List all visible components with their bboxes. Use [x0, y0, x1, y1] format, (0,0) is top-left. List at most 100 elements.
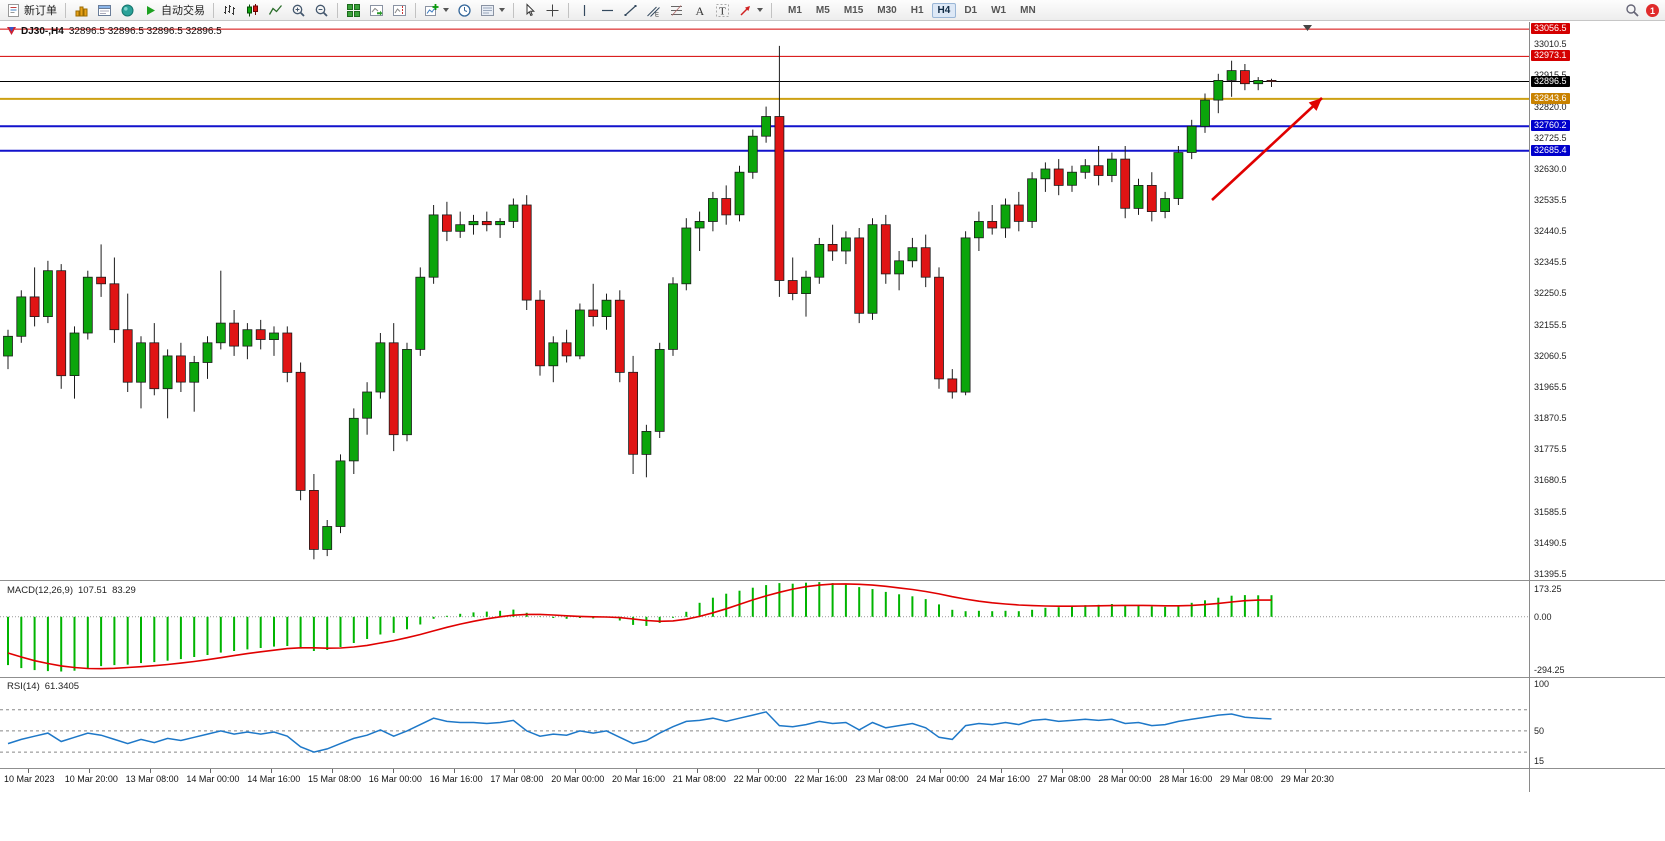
- candle: [295, 371, 306, 491]
- candle: [1000, 204, 1011, 229]
- auto-trading-button[interactable]: 自动交易: [139, 0, 209, 20]
- label-tool-button[interactable]: T: [711, 0, 734, 20]
- axis-tick-label: 0.00: [1534, 612, 1552, 622]
- cursor-tool-button[interactable]: [518, 0, 541, 20]
- time-label: 28 Mar 16:00: [1159, 774, 1213, 784]
- crosshair-tool-button[interactable]: [541, 0, 564, 20]
- axis-tick-label: 32725.5: [1534, 133, 1567, 143]
- candle: [827, 243, 838, 252]
- price-axis[interactable]: 33010.5 32915.5 32820.0 32725.5 32630.0 32535…: [1530, 0, 1665, 841]
- fibonacci-icon: [671, 4, 682, 16]
- line-chart-type-button[interactable]: [264, 0, 287, 20]
- horizontal-line-tool-button[interactable]: [596, 0, 619, 20]
- panel-separator[interactable]: [0, 580, 1665, 581]
- axis-tick-label: -294.25: [1534, 665, 1565, 675]
- candle: [920, 247, 931, 278]
- time-label: 14 Mar 16:00: [247, 774, 301, 784]
- candle: [987, 220, 998, 229]
- candle: [468, 220, 479, 226]
- fibonacci-tool-button[interactable]: [665, 0, 688, 20]
- macd-panel[interactable]: [0, 582, 1529, 676]
- chart-shift-marker-icon[interactable]: [1303, 25, 1312, 31]
- svg-text:E: E: [655, 12, 659, 18]
- axis-tick-label: 31870.5: [1534, 413, 1567, 423]
- price-level-label: 32973.1: [1531, 50, 1570, 61]
- templates-button[interactable]: [476, 0, 509, 20]
- text-icon: A: [696, 4, 705, 18]
- rsi-panel[interactable]: [0, 678, 1529, 768]
- candle: [162, 355, 173, 390]
- auto-scroll-icon: [370, 4, 383, 16]
- timeframe-h1[interactable]: H1: [910, 4, 924, 16]
- zoom-out-button[interactable]: [310, 0, 333, 20]
- new-order-button[interactable]: 新订单: [2, 0, 61, 20]
- template-icon: [481, 4, 494, 16]
- trendline-tool-button[interactable]: [619, 0, 642, 20]
- timeframe-m1[interactable]: M1: [788, 4, 802, 16]
- auto-scroll-button[interactable]: [365, 0, 388, 20]
- timeframe-m15[interactable]: M15: [843, 4, 864, 16]
- rsi-title: RSI(14): [7, 681, 40, 692]
- channel-tool-button[interactable]: E: [642, 0, 665, 20]
- time-label: 21 Mar 08:00: [672, 774, 726, 784]
- candle: [1067, 171, 1077, 186]
- trendline-icon: [624, 4, 637, 16]
- candle: [787, 280, 798, 295]
- periods-button[interactable]: [453, 0, 476, 20]
- candle: [641, 430, 652, 455]
- candle: [814, 243, 825, 278]
- time-label: 10 Mar 20:00: [64, 774, 118, 784]
- timeframe-m5[interactable]: M5: [815, 4, 830, 16]
- candle: [880, 224, 891, 275]
- trend-arrow[interactable]: [1211, 97, 1323, 201]
- price-level-label: 32760.2: [1531, 120, 1570, 131]
- timeframe-group: M1 M5 M15 M30 H1 H4 D1 W1 MN: [782, 2, 1042, 18]
- time-axis[interactable]: 10 Mar 2023 10 Mar 20:00 13 Mar 08:00 14 Ma…: [0, 769, 1529, 793]
- templates-caret-icon: [499, 8, 505, 12]
- add-indicator-button[interactable]: [420, 0, 453, 20]
- chart-icon: [7, 27, 16, 35]
- time-label: 24 Mar 16:00: [976, 774, 1030, 784]
- candle: [1120, 158, 1131, 209]
- timeframe-d1[interactable]: D1: [964, 4, 978, 16]
- timeframe-mn[interactable]: MN: [1020, 4, 1036, 16]
- candle: [1146, 184, 1157, 212]
- time-label: 13 Mar 08:00: [125, 774, 179, 784]
- search-icon[interactable]: [1625, 3, 1640, 18]
- chart-shift-button[interactable]: [388, 0, 411, 20]
- timeframe-w1[interactable]: W1: [991, 4, 1007, 16]
- candle: [149, 342, 160, 390]
- timeframe-h4[interactable]: H4: [931, 2, 957, 18]
- svg-text:A: A: [696, 4, 705, 18]
- time-label: 20 Mar 00:00: [551, 774, 605, 784]
- tile-windows-button[interactable]: [342, 0, 365, 20]
- text-tool-button[interactable]: A: [688, 0, 711, 20]
- navigator-icon: [121, 4, 134, 16]
- candle: [774, 116, 785, 281]
- notification-badge[interactable]: 1: [1646, 4, 1659, 17]
- main-chart-plot[interactable]: [0, 22, 1529, 580]
- arrows-caret-icon: [757, 8, 763, 12]
- bar-chart-type-button[interactable]: [218, 0, 241, 20]
- navigator-button[interactable]: [116, 0, 139, 20]
- time-label: 28 Mar 00:00: [1098, 774, 1152, 784]
- data-window-button[interactable]: [93, 0, 116, 20]
- candle: [1133, 184, 1144, 209]
- candle: [588, 309, 599, 317]
- candle-chart-type-button[interactable]: [241, 0, 264, 20]
- time-axis-separator: [0, 768, 1665, 769]
- zoom-in-button[interactable]: [287, 0, 310, 20]
- separator: [568, 2, 569, 18]
- time-label: 14 Mar 00:00: [186, 774, 240, 784]
- data-window-icon: [98, 4, 111, 16]
- vertical-line-tool-button[interactable]: [573, 0, 596, 20]
- chart-ohlc: 32896.5 32896.5 32896.5 32896.5: [68, 26, 222, 37]
- market-watch-button[interactable]: [70, 0, 93, 20]
- arrows-tool-button[interactable]: [734, 0, 767, 20]
- timeframe-m30[interactable]: M30: [877, 4, 897, 16]
- candle: [628, 371, 638, 455]
- rsi-value: 61.3405: [44, 681, 80, 692]
- panel-separator[interactable]: [0, 677, 1665, 678]
- candle: [1240, 70, 1250, 85]
- candle: [801, 276, 811, 294]
